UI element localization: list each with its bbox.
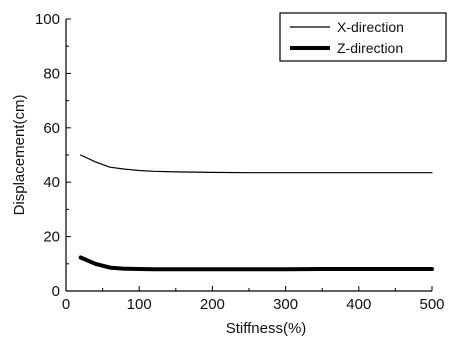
x-tick-label: 300 (273, 296, 298, 313)
y-axis-title: Displacement(cm) (11, 95, 28, 216)
y-tick-label: 0 (52, 283, 60, 300)
legend-box (279, 12, 447, 62)
x-tick-label: 400 (346, 296, 371, 313)
y-tick-label: 100 (35, 11, 60, 28)
x-tick-label: 0 (62, 296, 70, 313)
x-tick-label: 200 (200, 296, 225, 313)
x-tick-label: 100 (127, 296, 152, 313)
y-tick-label: 40 (43, 174, 60, 191)
x-tick-label: 500 (419, 296, 444, 313)
y-tick-label: 80 (43, 65, 60, 82)
x-axis-title: Stiffness(%) (226, 320, 307, 337)
series-layer (78, 154, 434, 272)
legend: X-direction Z-direction (279, 12, 447, 62)
series-line-z-direction (78, 255, 434, 272)
y-tick-label: 60 (43, 120, 60, 137)
legend-label-z-direction: Z-direction (337, 40, 403, 56)
legend-label-x-direction: X-direction (337, 19, 404, 35)
plot-layer: 0 20 40 60 80 100 0 100 200 300 400 500 (35, 11, 445, 313)
y-tick-label: 20 (43, 229, 60, 246)
series-line-x-direction (79, 154, 433, 174)
